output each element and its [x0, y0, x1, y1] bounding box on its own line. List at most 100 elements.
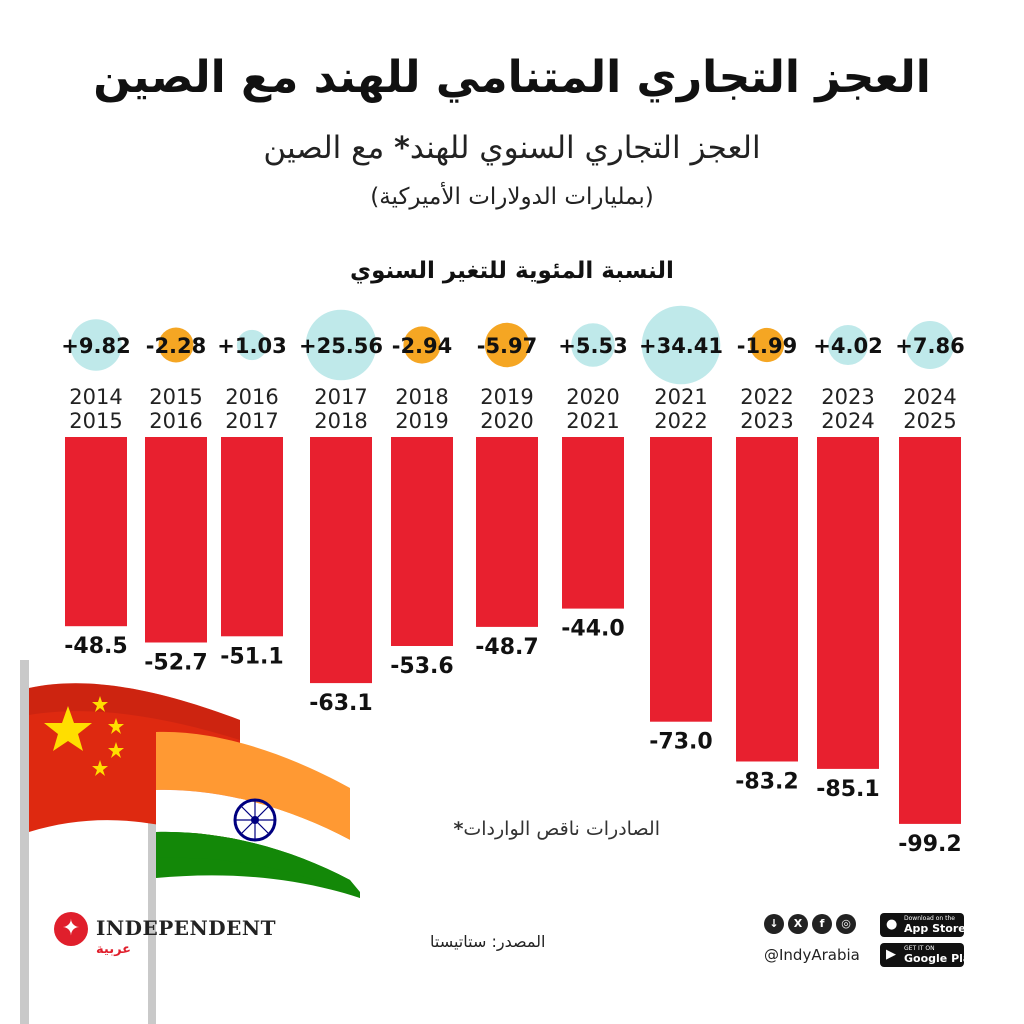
- bar: [476, 437, 538, 627]
- pct-change-label: -2.28: [146, 334, 207, 358]
- china-small-star-icon: [92, 696, 108, 712]
- bar-value-label: -48.7: [475, 635, 538, 660]
- play-icon: ▶: [886, 947, 896, 962]
- subtitle-star: *: [394, 131, 410, 166]
- bar-value-label: -85.1: [816, 777, 879, 802]
- page-title: العجز التجاري المتنامي للهند مع الصين: [93, 52, 931, 103]
- pct-change-label: +1.03: [217, 334, 286, 358]
- year-label-start: 2022: [740, 385, 793, 409]
- pct-change-bubble: [484, 322, 530, 368]
- year-label-end: 2016: [149, 409, 202, 433]
- chakra-center: [251, 816, 259, 824]
- social-icons: ↓ X f ◎: [764, 914, 856, 934]
- pct-change-bubble: [906, 321, 954, 369]
- footnote-text: الصادرات ناقص الواردات: [463, 818, 660, 840]
- bar-value-label: -73.0: [649, 730, 712, 755]
- bar: [391, 437, 453, 646]
- pct-change-bubble: [403, 326, 441, 364]
- pct-change-bubble: [828, 325, 868, 365]
- bar-value-label: -52.7: [144, 651, 207, 676]
- download-icon[interactable]: ↓: [764, 914, 784, 934]
- google-play-label: Google Play: [904, 952, 978, 965]
- independent-eagle-icon: ✦: [54, 912, 88, 946]
- bar-value-label: -83.2: [735, 770, 798, 795]
- bar: [310, 437, 372, 684]
- pct-change-label: +4.02: [813, 334, 882, 358]
- china-big-star-icon: [44, 706, 92, 751]
- india-flag-green-band: [156, 831, 360, 898]
- year-label-start: 2021: [654, 385, 707, 409]
- apple-icon: ●: [886, 917, 898, 932]
- year-label-start: 2024: [903, 385, 956, 409]
- year-label-end: 2021: [566, 409, 619, 433]
- bar-value-label: -63.1: [309, 691, 372, 716]
- facebook-icon[interactable]: f: [812, 914, 832, 934]
- flag-pole-china: [20, 660, 29, 1024]
- year-label-end: 2015: [69, 409, 122, 433]
- subtitle-end: مع الصين: [263, 130, 385, 166]
- year-label-start: 2023: [821, 385, 874, 409]
- unit-note: (بمليارات الدولارات الأميركية): [370, 184, 654, 210]
- china-small-star-icon: [108, 718, 124, 734]
- china-small-star-icon: [108, 742, 124, 758]
- year-label-start: 2019: [480, 385, 533, 409]
- pct-change-bubble: [749, 327, 785, 363]
- social-handle[interactable]: @IndyArabia: [764, 946, 860, 964]
- bar: [145, 437, 207, 643]
- bar-value-label: -51.1: [220, 644, 283, 669]
- year-label-end: 2019: [395, 409, 448, 433]
- instagram-icon[interactable]: ◎: [836, 914, 856, 934]
- pct-change-label: +34.41: [639, 334, 723, 358]
- bar: [221, 437, 283, 637]
- google-play-small: GET IT ON: [904, 945, 935, 952]
- bar-value-label: -53.6: [390, 654, 453, 679]
- year-label-start: 2015: [149, 385, 202, 409]
- pct-change-label: النسبة المئوية للتغير السنوي: [350, 258, 674, 284]
- pct-change-label: +7.86: [895, 334, 964, 358]
- pct-change-bubble: [641, 305, 721, 385]
- footnote-star: *: [453, 818, 464, 840]
- china-flag-shade: [29, 683, 240, 740]
- pct-change-label: -1.99: [737, 334, 798, 358]
- bar-value-label: -48.5: [64, 634, 127, 659]
- pct-change-label: +5.53: [558, 334, 627, 358]
- year-label-start: 2017: [314, 385, 367, 409]
- india-flag-white: [156, 789, 350, 880]
- pct-change-bubble: [571, 323, 615, 367]
- year-label-end: 2022: [654, 409, 707, 433]
- pct-change-bubble: [305, 309, 377, 381]
- flag-pole-india: [148, 710, 156, 1024]
- india-flag-saffron: [156, 731, 350, 840]
- bar: [899, 437, 961, 824]
- chart-subtitle: العجز التجاري السنوي للهند* مع الصين: [0, 130, 1024, 166]
- logo-sub: عربية: [96, 942, 132, 957]
- source-text: المصدر: ستاتيستا: [430, 932, 546, 951]
- bar: [817, 437, 879, 769]
- bar: [65, 437, 127, 627]
- bar: [562, 437, 624, 609]
- year-label-end: 2018: [314, 409, 367, 433]
- pct-change-label: +9.82: [61, 334, 130, 358]
- china-small-star-icon: [92, 760, 108, 776]
- logo-text: INDEPENDENT: [96, 916, 277, 940]
- google-play-badge[interactable]: ▶ GET IT ON Google Play: [880, 943, 977, 967]
- year-label-start: 2014: [69, 385, 122, 409]
- app-store-label: App Store: [904, 922, 966, 935]
- subtitle-text: العجز التجاري السنوي للهند: [409, 130, 761, 166]
- year-label-start: 2016: [225, 385, 278, 409]
- year-label-start: 2018: [395, 385, 448, 409]
- x-icon[interactable]: X: [788, 914, 808, 934]
- year-label-end: 2024: [821, 409, 874, 433]
- pct-change-bubble: [236, 329, 268, 361]
- app-store-badge[interactable]: ● Download on the App Store: [880, 913, 966, 937]
- bar: [650, 437, 712, 722]
- footnote: الصادرات ناقص الواردات*: [380, 818, 660, 840]
- year-label-end: 2023: [740, 409, 793, 433]
- bar-value-label: -99.2: [898, 832, 961, 857]
- pct-change-label: -5.97: [477, 334, 538, 358]
- app-store-small: Download on the: [904, 915, 955, 922]
- year-label-start: 2020: [566, 385, 619, 409]
- bar-chart: +9.8220142015-48.5-2.2820152016-52.7+1.0…: [61, 305, 965, 857]
- year-label-end: 2017: [225, 409, 278, 433]
- bar-value-label: -44.0: [561, 617, 624, 642]
